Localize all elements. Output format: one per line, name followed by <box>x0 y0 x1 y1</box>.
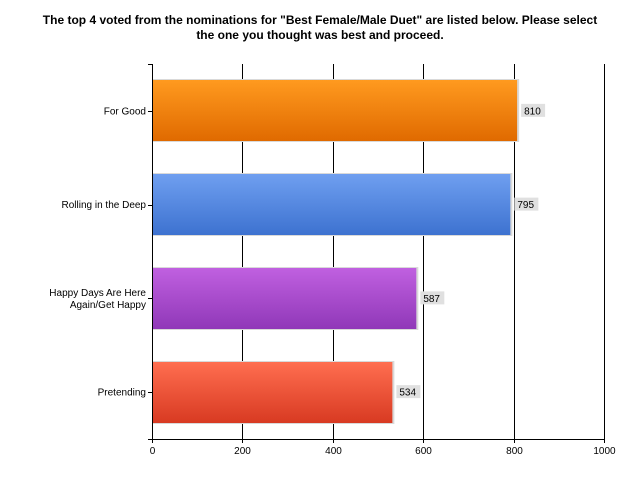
data-label-4: 534 <box>396 385 421 399</box>
x-tick-label-0: 0 <box>150 446 156 457</box>
chart-title: The top 4 voted from the nominations for… <box>20 13 620 43</box>
x-tick-label-600: 600 <box>415 446 432 457</box>
bars <box>153 79 520 424</box>
category-label-4: Pretending <box>98 388 146 399</box>
category-label-3: Happy Days Are Here Again/Get Happy <box>49 288 146 311</box>
category-label-2: Rolling in the Deep <box>62 200 147 211</box>
data-label-2: 795 <box>514 197 539 211</box>
category-label-1: For Good <box>104 106 146 117</box>
x-tick-label-200: 200 <box>234 446 251 457</box>
x-tick-label-800: 800 <box>506 446 523 457</box>
data-label-3: 587 <box>420 291 445 305</box>
labels: 810 For Good 795 Rolling in the Deep 587 Happ… <box>49 103 616 457</box>
bar-3 <box>153 268 417 329</box>
data-label-1: 810 <box>521 103 546 117</box>
data-label-text-4: 534 <box>399 388 416 399</box>
bar-1 <box>153 80 518 141</box>
chart-title-line-2: the one you thought was best and proceed… <box>196 28 444 42</box>
bar-2 <box>153 174 511 235</box>
x-tick-label-1000: 1000 <box>593 446 616 457</box>
axes <box>148 64 605 443</box>
bar-4 <box>153 362 393 423</box>
chart-title-line-1: The top 4 voted from the nominations for… <box>42 13 598 27</box>
data-label-text-1: 810 <box>524 106 541 117</box>
x-tick-label-400: 400 <box>325 446 342 457</box>
data-label-text-2: 795 <box>517 200 534 211</box>
data-label-text-3: 587 <box>423 294 440 305</box>
